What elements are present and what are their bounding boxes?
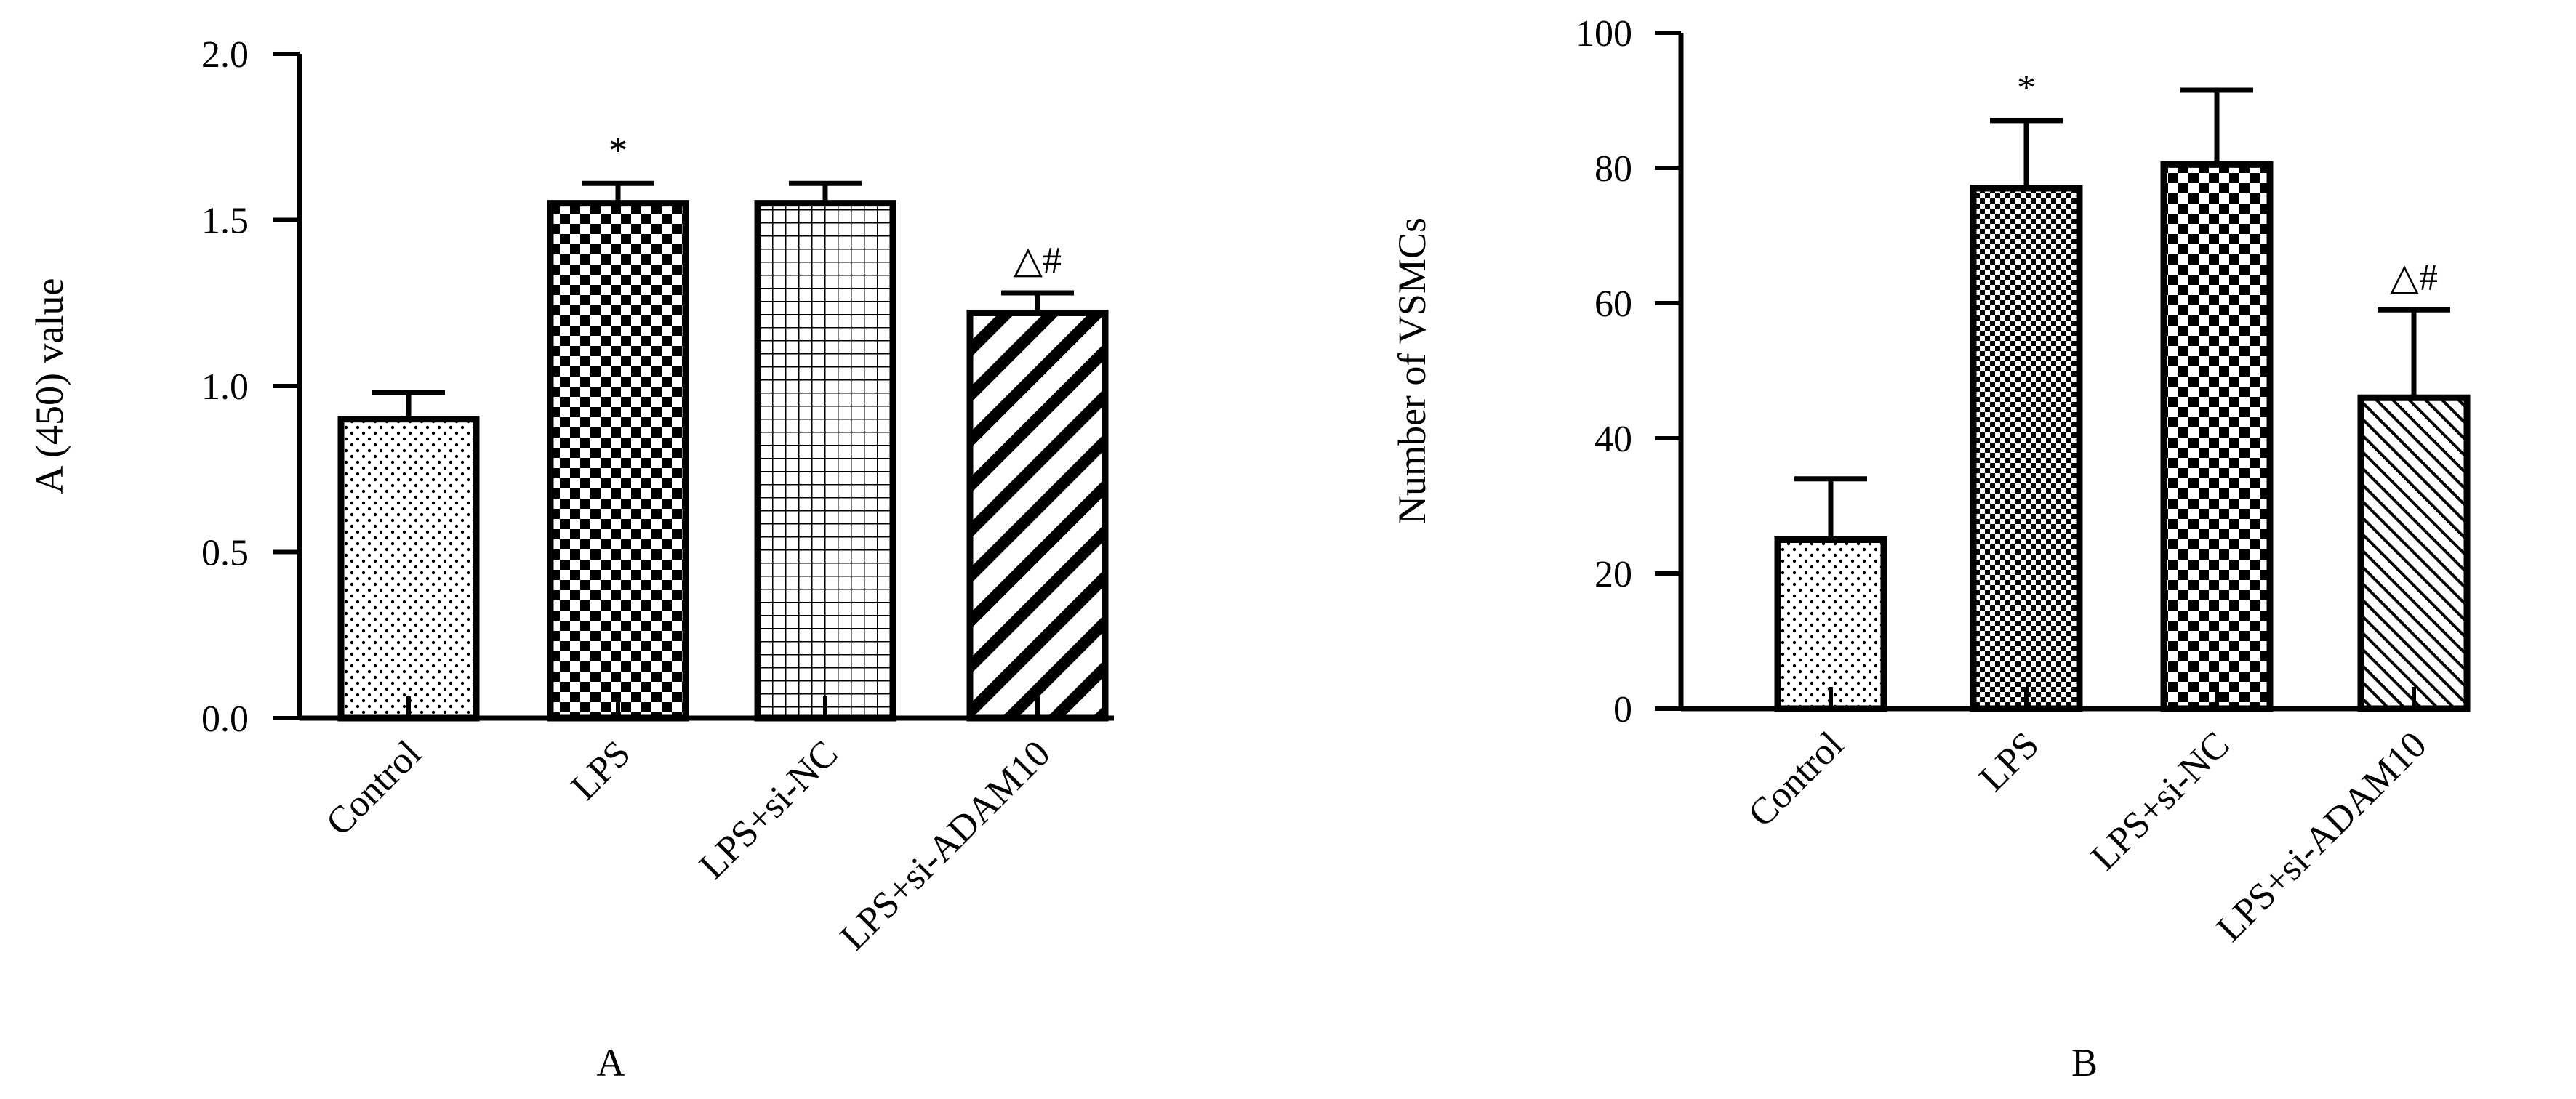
bar — [2160, 161, 2274, 712]
y-tick-label: 60 — [1594, 283, 1632, 325]
y-axis-title: Number of VSMCs — [1390, 217, 1434, 524]
y-tick-label: 2.0 — [201, 34, 249, 76]
category-label: Control — [318, 733, 430, 844]
bar — [966, 309, 1109, 722]
category-label: LPS — [563, 733, 639, 808]
y-tick-label: 0.0 — [201, 699, 249, 740]
category-label: Control — [1741, 724, 1852, 835]
y-tick-label: 1.0 — [201, 366, 249, 408]
y-tick-label: 0.5 — [201, 533, 249, 574]
y-tick-label: 0 — [1613, 689, 1632, 730]
bar — [2357, 394, 2471, 712]
bar — [1970, 185, 2083, 712]
significance-label: * — [2017, 68, 2036, 109]
y-tick-label: 80 — [1594, 148, 1632, 190]
y-tick-label: 100 — [1576, 13, 1632, 55]
significance-label: △# — [1014, 240, 1062, 281]
panel-label: A — [597, 1041, 625, 1084]
category-label: LPS+si-ADAM10 — [2209, 724, 2434, 949]
chart-panel-b: 0 20 40 60 80 100 Number of VSMCs Control * LPS LP… — [1390, 13, 2471, 1084]
category-label: LPS+si-NC — [691, 733, 846, 887]
y-tick-label: 20 — [1594, 554, 1632, 595]
y-tick-label: 1.5 — [201, 201, 249, 242]
category-label: LPS — [1972, 724, 2047, 800]
bar — [754, 200, 896, 722]
bar — [547, 200, 689, 722]
category-label: LPS+si-NC — [2083, 724, 2237, 878]
significance-label: △# — [2390, 257, 2438, 298]
y-tick-label: 40 — [1594, 419, 1632, 460]
bar — [1774, 536, 1887, 712]
bar — [337, 416, 480, 722]
significance-label: * — [609, 130, 627, 172]
panel-label: B — [2071, 1041, 2098, 1084]
y-axis-title: A (450) value — [28, 278, 71, 494]
chart-panel-a: 0.0 0.5 1.0 1.5 2.0 A (450) value Control * LPS L… — [28, 34, 1114, 1084]
category-label: LPS+si-ADAM10 — [832, 733, 1058, 958]
